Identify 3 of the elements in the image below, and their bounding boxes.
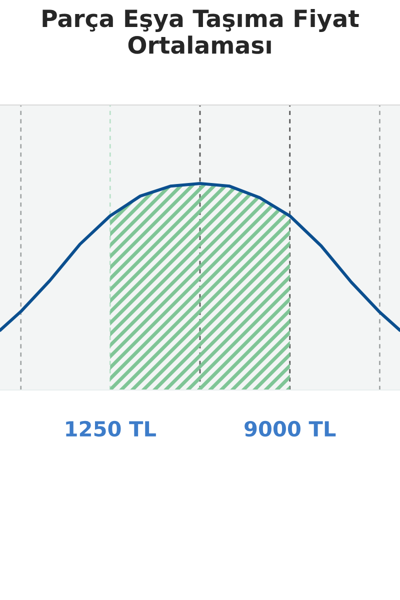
chart-title: Parça Eşya Taşıma Fiyat Ortalaması <box>42 9 359 54</box>
x-tick-label: 1250 TL <box>66 420 156 437</box>
x-tick-label: 9000 TL <box>244 420 336 437</box>
